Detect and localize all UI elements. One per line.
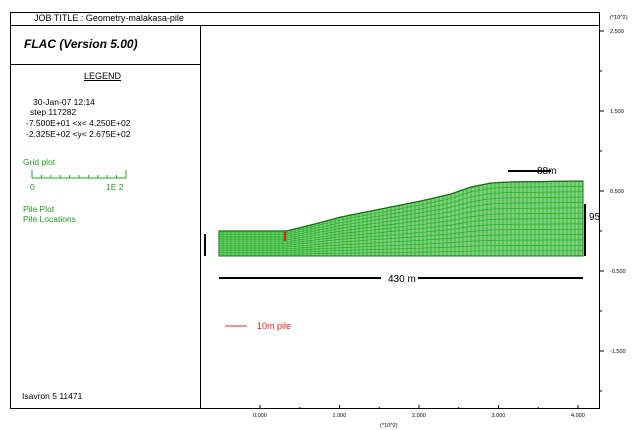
grid-plot-label: Grid plot <box>23 157 56 167</box>
grid-line-horizontal <box>219 186 583 234</box>
grid-line-horizontal <box>219 202 584 239</box>
grid-line-horizontal <box>219 207 583 241</box>
legend-panel <box>10 26 201 409</box>
model-boundary <box>218 180 584 257</box>
bottom-axis-tick-label: 2.000 <box>412 413 426 419</box>
version-box <box>10 26 201 65</box>
soil-fill <box>219 181 583 256</box>
grid-line-horizontal <box>219 250 583 255</box>
grid-line-horizontal <box>219 196 583 237</box>
footer-text: Isavron 5 11471 <box>22 391 83 401</box>
pile-locations-label: Pile Locations <box>23 214 76 224</box>
right-axis-tick-label: -0.500 <box>610 269 626 275</box>
run-date: 30-Jan-07 12:14 <box>33 97 95 107</box>
right-axis: (*10^2) <box>600 12 641 409</box>
job-title: JOB TITLE : Geometry-malakasa-pile <box>34 13 184 23</box>
bottom-axis-tick-label: 4.000 <box>571 413 585 419</box>
legend-title: LEGEND <box>84 71 122 81</box>
grid-line-horizontal <box>219 234 583 250</box>
right-axis-scale: (*10^2) <box>610 15 628 21</box>
finite-difference-grid <box>218 180 584 257</box>
dimension-lines <box>204 170 586 279</box>
right-axis-tick-label: 0.500 <box>610 189 624 195</box>
bottom-axis-unit: (*10^2) <box>380 423 398 429</box>
grid-line-horizontal <box>219 218 583 244</box>
program-version: FLAC (Version 5.00) <box>24 37 138 51</box>
bottom-width-label: 430 m <box>388 274 416 285</box>
right-axis-tick-label: 1.500 <box>610 109 624 115</box>
grid-line-horizontal <box>219 239 583 251</box>
pile-plot-label: Pile Plot <box>23 204 55 214</box>
grid-line-horizontal <box>219 212 584 243</box>
grid-line-horizontal <box>219 223 583 246</box>
bottom-axis-tick-label: 0.000 <box>253 413 267 419</box>
right-axis-tick-label: 2.500 <box>610 29 624 35</box>
top-width-label: 88m <box>537 166 556 177</box>
plot-frame <box>10 12 600 409</box>
bottom-axis-ticks: 0.000 1.000 2.000 3.000 4.000 <box>253 405 585 419</box>
scale-max: 1E 2 <box>106 182 124 192</box>
right-height-label: 95m <box>589 212 600 223</box>
scale-bar <box>31 170 127 179</box>
x-range: -7.500E+01 <x< 4.250E+02 <box>26 118 131 128</box>
step-count: step 117282 <box>30 107 77 117</box>
grid-line-horizontal <box>219 244 583 253</box>
y-range: -2.325E+02 <y< 2.675E+02 <box>26 129 131 139</box>
right-axis-tick-label: -1.500 <box>610 349 626 355</box>
grid-plot-area: 88m 30m 95m 430 m 10m pile <box>204 166 600 331</box>
grid-line-horizontal <box>219 228 583 248</box>
bottom-axis-tick-label: 3.000 <box>492 413 506 419</box>
title-bar <box>10 12 600 26</box>
bottom-axis-tick-label: 1.000 <box>333 413 347 419</box>
pile-legend-label: 10m pile <box>257 321 291 331</box>
grid-line-horizontal <box>219 191 584 235</box>
scale-min: 0 <box>30 182 35 192</box>
right-axis-ticks: 2.500 1.500 0.500 -0.500 -1.500 <box>600 29 626 392</box>
